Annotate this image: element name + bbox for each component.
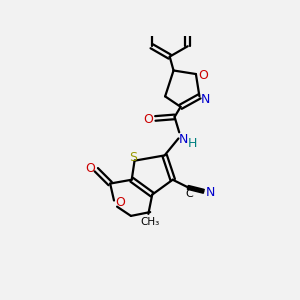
Text: O: O bbox=[143, 113, 153, 126]
Text: H: H bbox=[188, 136, 197, 150]
Text: S: S bbox=[129, 151, 137, 164]
Text: O: O bbox=[115, 196, 125, 208]
Text: O: O bbox=[85, 162, 95, 176]
Text: N: N bbox=[206, 185, 215, 199]
Text: C: C bbox=[186, 189, 194, 199]
Text: N: N bbox=[178, 134, 188, 146]
Text: CH₃: CH₃ bbox=[140, 217, 160, 226]
Text: N: N bbox=[201, 93, 210, 106]
Text: O: O bbox=[198, 69, 208, 82]
